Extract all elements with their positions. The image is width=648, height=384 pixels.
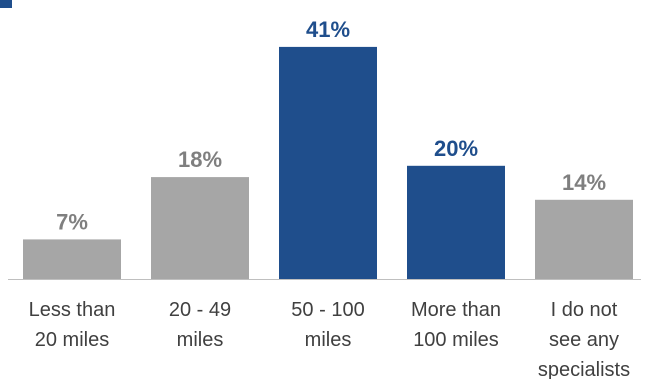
bar-2 — [279, 46, 377, 280]
bar-0 — [23, 239, 121, 279]
category-label-2-line-0: 50 - 100 — [291, 299, 364, 321]
bar-1 — [151, 177, 249, 279]
category-label-0: Less than 20 miles — [29, 299, 116, 351]
category-label-1-line-1: miles — [177, 329, 224, 351]
data-label-2: 41% — [306, 17, 350, 42]
category-label-4-line-1: see any — [549, 329, 619, 351]
category-labels-layer: Less than 20 miles 20 - 49 miles 50 - 100 mil… — [29, 299, 631, 381]
category-label-0-line-1: 20 miles — [35, 329, 109, 351]
bar-4 — [535, 199, 633, 279]
data-labels-layer: 7% 18% 41% 20% 14% — [56, 17, 606, 234]
category-label-1: 20 - 49 miles — [169, 299, 231, 351]
category-label-3-line-1: 100 miles — [413, 329, 499, 351]
category-label-2-line-1: miles — [305, 329, 352, 351]
category-label-2: 50 - 100 miles — [291, 299, 364, 351]
bars-layer — [23, 46, 633, 280]
data-label-3: 20% — [434, 136, 478, 161]
data-label-4: 14% — [562, 170, 606, 195]
data-label-0: 7% — [56, 209, 88, 234]
category-label-3: More than 100 miles — [411, 299, 501, 351]
category-label-4-line-0: I do not — [551, 299, 618, 321]
category-label-4: I do not see any specialists — [538, 299, 630, 379]
category-label-4-line-2: specialists — [538, 359, 630, 379]
category-label-0-line-0: Less than — [29, 299, 116, 321]
category-label-3-line-0: More than — [411, 299, 501, 321]
bar-3 — [407, 165, 505, 279]
data-label-1: 18% — [178, 147, 222, 172]
category-label-1-line-0: 20 - 49 — [169, 299, 231, 321]
header-accent-mark — [0, 0, 12, 8]
